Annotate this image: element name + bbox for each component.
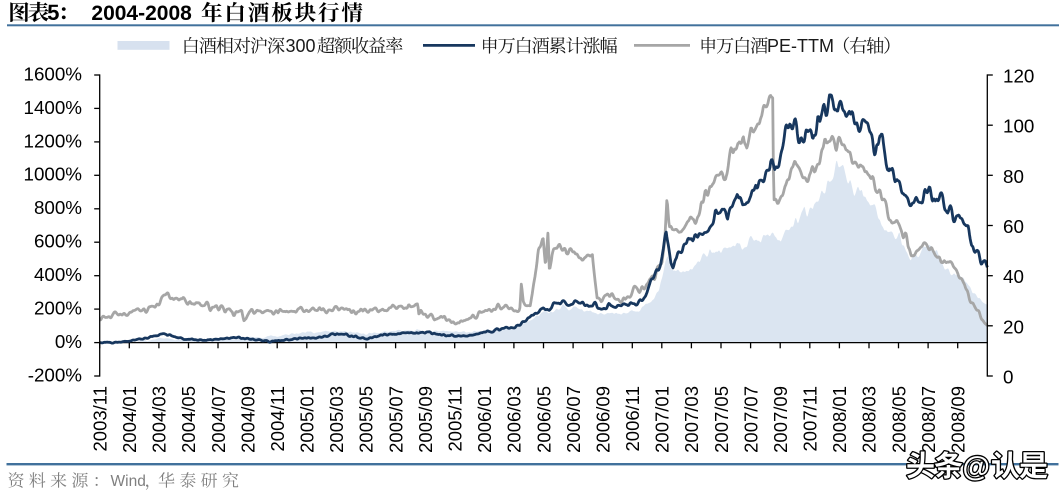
- svg-text:20: 20: [1003, 316, 1024, 337]
- svg-text:PE-TTM: PE-TTM: [767, 36, 834, 56]
- svg-text:2004/01: 2004/01: [119, 386, 140, 453]
- svg-text:2008/03: 2008/03: [859, 386, 880, 453]
- svg-text:Wind: Wind: [111, 473, 146, 490]
- svg-text:2007/09: 2007/09: [770, 386, 791, 453]
- svg-text:2006/11: 2006/11: [622, 386, 643, 452]
- svg-text:2006/03: 2006/03: [504, 386, 525, 453]
- svg-text:2006/09: 2006/09: [592, 386, 613, 453]
- svg-text:2004/07: 2004/07: [208, 386, 229, 453]
- svg-text:2006/01: 2006/01: [474, 386, 495, 453]
- svg-text:2006/07: 2006/07: [563, 386, 584, 453]
- svg-text:600%: 600%: [34, 231, 82, 252]
- svg-text:2005/07: 2005/07: [385, 386, 406, 453]
- svg-text:2007/05: 2007/05: [711, 386, 732, 453]
- svg-text:60: 60: [1003, 216, 1024, 237]
- svg-text:2004/03: 2004/03: [149, 386, 170, 453]
- svg-text:1000%: 1000%: [24, 164, 83, 185]
- svg-text:2008/09: 2008/09: [948, 386, 969, 453]
- svg-text:2004/11: 2004/11: [267, 386, 288, 452]
- svg-text:2004-2008: 2004-2008: [91, 2, 192, 25]
- svg-text:40: 40: [1003, 266, 1024, 287]
- svg-text:400%: 400%: [34, 264, 82, 285]
- svg-text:2005/05: 2005/05: [356, 386, 377, 453]
- svg-text:2007/11: 2007/11: [800, 386, 821, 452]
- svg-text:2007/07: 2007/07: [740, 386, 761, 453]
- svg-text:0: 0: [1003, 367, 1013, 388]
- svg-text:200%: 200%: [34, 298, 82, 319]
- svg-text:1200%: 1200%: [24, 130, 83, 151]
- svg-text:300: 300: [286, 36, 316, 56]
- svg-text:2005/11: 2005/11: [445, 386, 466, 452]
- svg-text:80: 80: [1003, 166, 1024, 187]
- svg-text:-200%: -200%: [28, 364, 83, 385]
- svg-text:2005/01: 2005/01: [297, 386, 318, 453]
- svg-text:2007/03: 2007/03: [681, 386, 702, 453]
- svg-text:1600%: 1600%: [24, 63, 83, 84]
- svg-text:0%: 0%: [55, 331, 82, 352]
- svg-text:2003/11: 2003/11: [90, 386, 111, 452]
- svg-text:100: 100: [1003, 116, 1034, 137]
- svg-text:120: 120: [1003, 66, 1034, 87]
- svg-text:2005/09: 2005/09: [415, 386, 436, 453]
- svg-text:800%: 800%: [34, 197, 82, 218]
- svg-text:2008/07: 2008/07: [918, 386, 939, 453]
- svg-text:2004/05: 2004/05: [178, 386, 199, 453]
- svg-text:2004/09: 2004/09: [237, 386, 258, 453]
- svg-text:2007/01: 2007/01: [652, 386, 673, 453]
- svg-text:2005/03: 2005/03: [326, 386, 347, 453]
- svg-text:1400%: 1400%: [24, 97, 83, 118]
- svg-text:2008/01: 2008/01: [829, 386, 850, 453]
- svg-text:2006/05: 2006/05: [533, 386, 554, 453]
- svg-text:2008/05: 2008/05: [888, 386, 909, 453]
